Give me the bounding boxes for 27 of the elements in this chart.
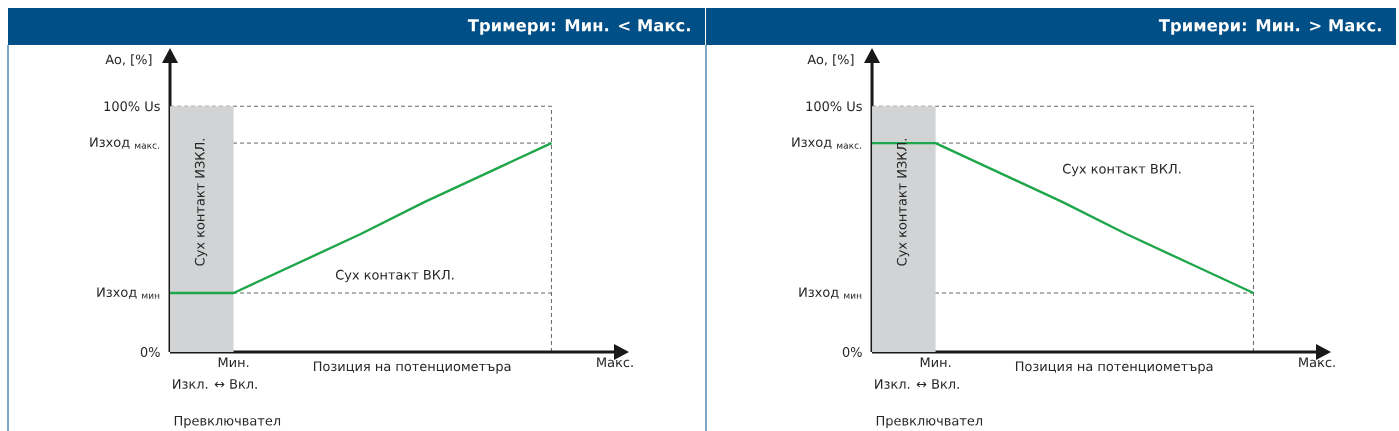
text: Превключвател <box>876 415 983 429</box>
x-tick-label: Макс. <box>1299 357 1335 368</box>
text: Изкл. ↔ Вкл. <box>875 379 959 389</box>
x-axis-title: Позиция на потенциометъра <box>1015 361 1213 374</box>
y-tick-label: Изход $_{макс.}$ <box>792 137 862 149</box>
y-tick-label: Изход $_{мин}$ <box>799 287 862 299</box>
y-tick-label: Изход $_{макс.}$ <box>90 137 160 149</box>
y-tick-label: 100% Us <box>806 101 862 112</box>
annotation: Сух контакт ИЗКЛ. <box>896 139 910 266</box>
y-tick-label: 100% Us <box>104 101 160 112</box>
x-tick-label: Мин. <box>218 357 249 367</box>
chart-title: Тримери: Мин. < Макс. <box>467 19 690 35</box>
y-tick-label: 0% <box>842 347 862 357</box>
x-axis-title: Позиция на потенциометъра <box>313 361 511 374</box>
annotation: Сух контакт ИЗКЛ. <box>194 139 208 266</box>
y-tick-label: Изход $_{мин}$ <box>97 287 160 299</box>
chart-title: Тримери: Мин. > Макс. <box>1158 19 1381 35</box>
y-axis-title: Ao, [%] <box>105 54 152 66</box>
annotation: Сух контакт ВКЛ. <box>1062 163 1181 177</box>
x-tick-label: Макс. <box>597 357 633 368</box>
line-series <box>870 141 1255 295</box>
annotation: Сух контакт ВКЛ. <box>335 269 454 283</box>
text: Превключвател <box>174 415 281 429</box>
y-axis-title: Ao, [%] <box>807 54 854 66</box>
text: Изкл. ↔ Вкл. <box>173 379 257 389</box>
y-tick-label: 0% <box>140 347 160 357</box>
x-tick-label: Мин. <box>920 357 951 367</box>
